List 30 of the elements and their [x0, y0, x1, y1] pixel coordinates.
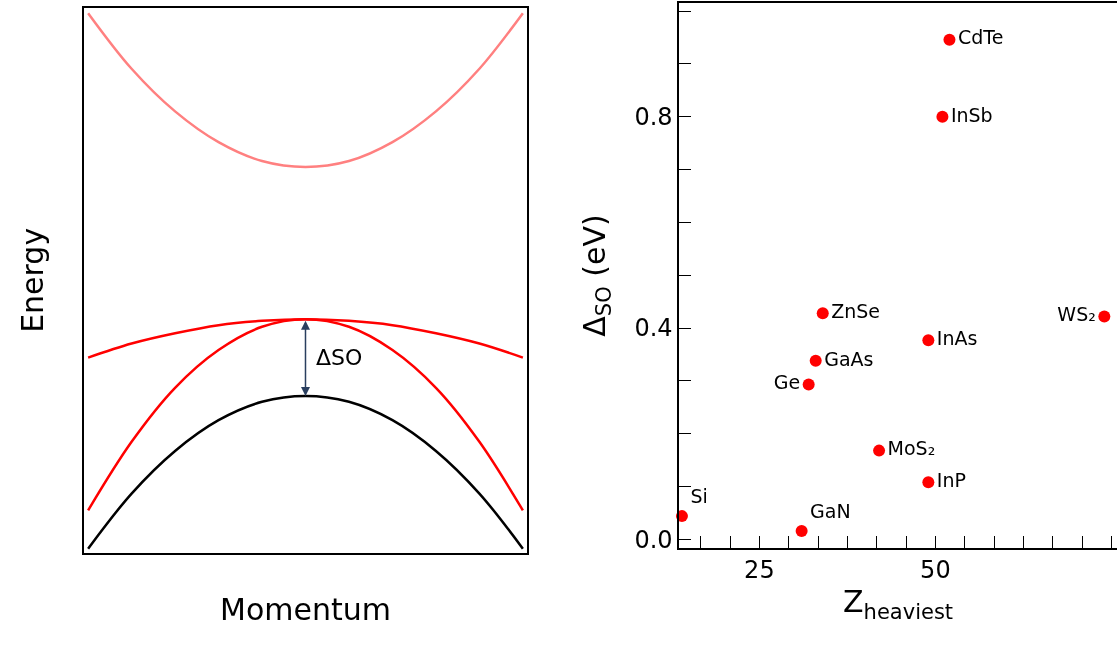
y-axis-title: Energy — [14, 227, 50, 333]
data-label: GaN — [810, 499, 851, 522]
annotation: ΔSO — [316, 345, 363, 370]
y-tick-label: 0.8 — [634, 103, 673, 132]
data-label: Ge — [773, 371, 801, 394]
data-label: MoS₂ — [887, 437, 936, 460]
x-axis-title: Momentum — [220, 591, 391, 627]
point — [816, 307, 829, 320]
y-tick-label: 0.0 — [634, 525, 673, 554]
data-label: InP — [936, 469, 966, 492]
x-tick-label: 50 — [920, 556, 951, 585]
data-label: WS₂ — [1057, 303, 1096, 326]
point — [873, 444, 886, 457]
data-label: CdTe — [957, 26, 1004, 49]
x-tick-label: 25 — [744, 556, 775, 585]
x-axis-title: Z$_{heaviest}$ — [843, 584, 954, 624]
point — [922, 476, 935, 489]
data-label: InAs — [936, 326, 978, 349]
y-tick-label: 0.4 — [634, 314, 673, 343]
data-label: InSb — [950, 103, 993, 126]
point — [936, 110, 949, 123]
point — [1098, 310, 1111, 323]
data-label: Si — [690, 484, 708, 507]
point — [943, 33, 956, 46]
data-label: ZnSe — [831, 300, 881, 323]
point — [795, 524, 808, 537]
point — [809, 354, 822, 367]
point — [922, 334, 935, 347]
data-label: GaAs — [824, 347, 874, 370]
point — [802, 378, 815, 391]
